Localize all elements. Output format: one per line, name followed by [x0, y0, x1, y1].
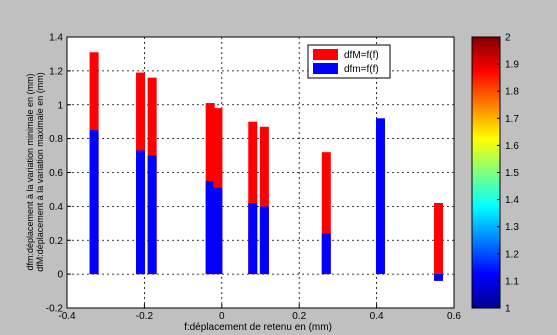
- x-tick-label: -0.4: [58, 311, 76, 322]
- bar-dfm: [321, 233, 331, 275]
- colorbar: [471, 36, 501, 309]
- colorbar-tick-label: 1.3: [505, 222, 519, 233]
- bar-dfm: [434, 274, 444, 281]
- colorbar-tick-label: 1: [505, 304, 511, 315]
- y-tick-label: 0.4: [49, 202, 63, 213]
- y-tick-label: 0.8: [49, 134, 63, 145]
- bars: [89, 52, 444, 281]
- y-axis-label-secondary: dfm:déplacement à la variation minimale …: [25, 73, 35, 270]
- legend-label-dfM: dfM=f(f): [344, 50, 379, 61]
- colorbar-ticks: 1 1.1 1.2 1.3 1.4 1.5 1.6 1.7 1.8 1.9 2: [497, 33, 519, 315]
- legend-label-dfm: dfm=f(f): [344, 64, 379, 75]
- colorbar-tick-label: 1.6: [505, 141, 519, 152]
- colorbar-tick-label: 1.5: [505, 168, 519, 179]
- y-tick-label: 0.2: [49, 236, 63, 247]
- bar-dfM: [434, 202, 444, 275]
- bar-dfm: [375, 118, 385, 275]
- axes: -0.4 -0.2 0 0.2 0.4 0.6-0.200.20.40.60.811.21…: [46, 33, 462, 323]
- bar-dfm: [205, 180, 215, 275]
- colorbar-tick-label: 1.1: [505, 276, 519, 287]
- x-tick-label: 0: [219, 311, 225, 322]
- y-tick-label: -0.2: [46, 304, 64, 315]
- colorbar-tick-label: 1.8: [505, 87, 519, 98]
- bar-dfM: [248, 121, 258, 275]
- colorbar-tick-label: 1.7: [505, 114, 519, 125]
- y-tick-label: 1.4: [49, 33, 63, 44]
- bar-dfm: [259, 206, 269, 275]
- y-axis-label: dfM:déplacement à la variation maximale …: [35, 72, 45, 272]
- x-axis-label: f:déplacement de retenu en (mm): [184, 322, 332, 333]
- colorbar-tick-label: 2: [505, 33, 511, 44]
- y-tick-label: 0.6: [49, 168, 63, 179]
- y-tick-label: 0: [57, 270, 63, 281]
- colorbar-tick-label: 1.9: [505, 60, 519, 71]
- x-tick-label: 0.6: [447, 311, 461, 322]
- bar-dfm: [136, 150, 146, 275]
- y-tick-label: 1.2: [49, 66, 63, 77]
- colorbar-tick-label: 1.4: [505, 195, 519, 206]
- legend-swatch-dfM: [313, 49, 338, 60]
- bar-dfM: [259, 126, 269, 275]
- bar-dfM: [321, 152, 331, 275]
- legend-swatch-dfm: [313, 63, 338, 74]
- y-tick-label: 1: [57, 100, 63, 111]
- colorbar-tick-label: 1.2: [505, 249, 519, 260]
- x-tick-label: -0.2: [136, 311, 154, 322]
- x-tick-label: 0.4: [370, 311, 384, 322]
- bar-dfm: [248, 202, 258, 275]
- bar-dfm: [147, 155, 157, 275]
- bar-dfm: [213, 187, 223, 275]
- bar-dfm: [89, 130, 99, 275]
- legend: dfM=f(f) dfm=f(f): [307, 44, 391, 79]
- x-tick-label: 0.2: [292, 311, 306, 322]
